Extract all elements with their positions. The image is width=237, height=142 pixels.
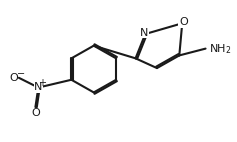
Text: O: O (31, 108, 40, 118)
Text: −: − (17, 69, 25, 79)
Text: O: O (179, 17, 188, 27)
Text: N: N (34, 82, 42, 92)
Text: +: + (38, 78, 46, 88)
Text: N: N (140, 28, 148, 38)
Text: O: O (9, 73, 18, 83)
Text: NH$_2$: NH$_2$ (209, 42, 232, 56)
